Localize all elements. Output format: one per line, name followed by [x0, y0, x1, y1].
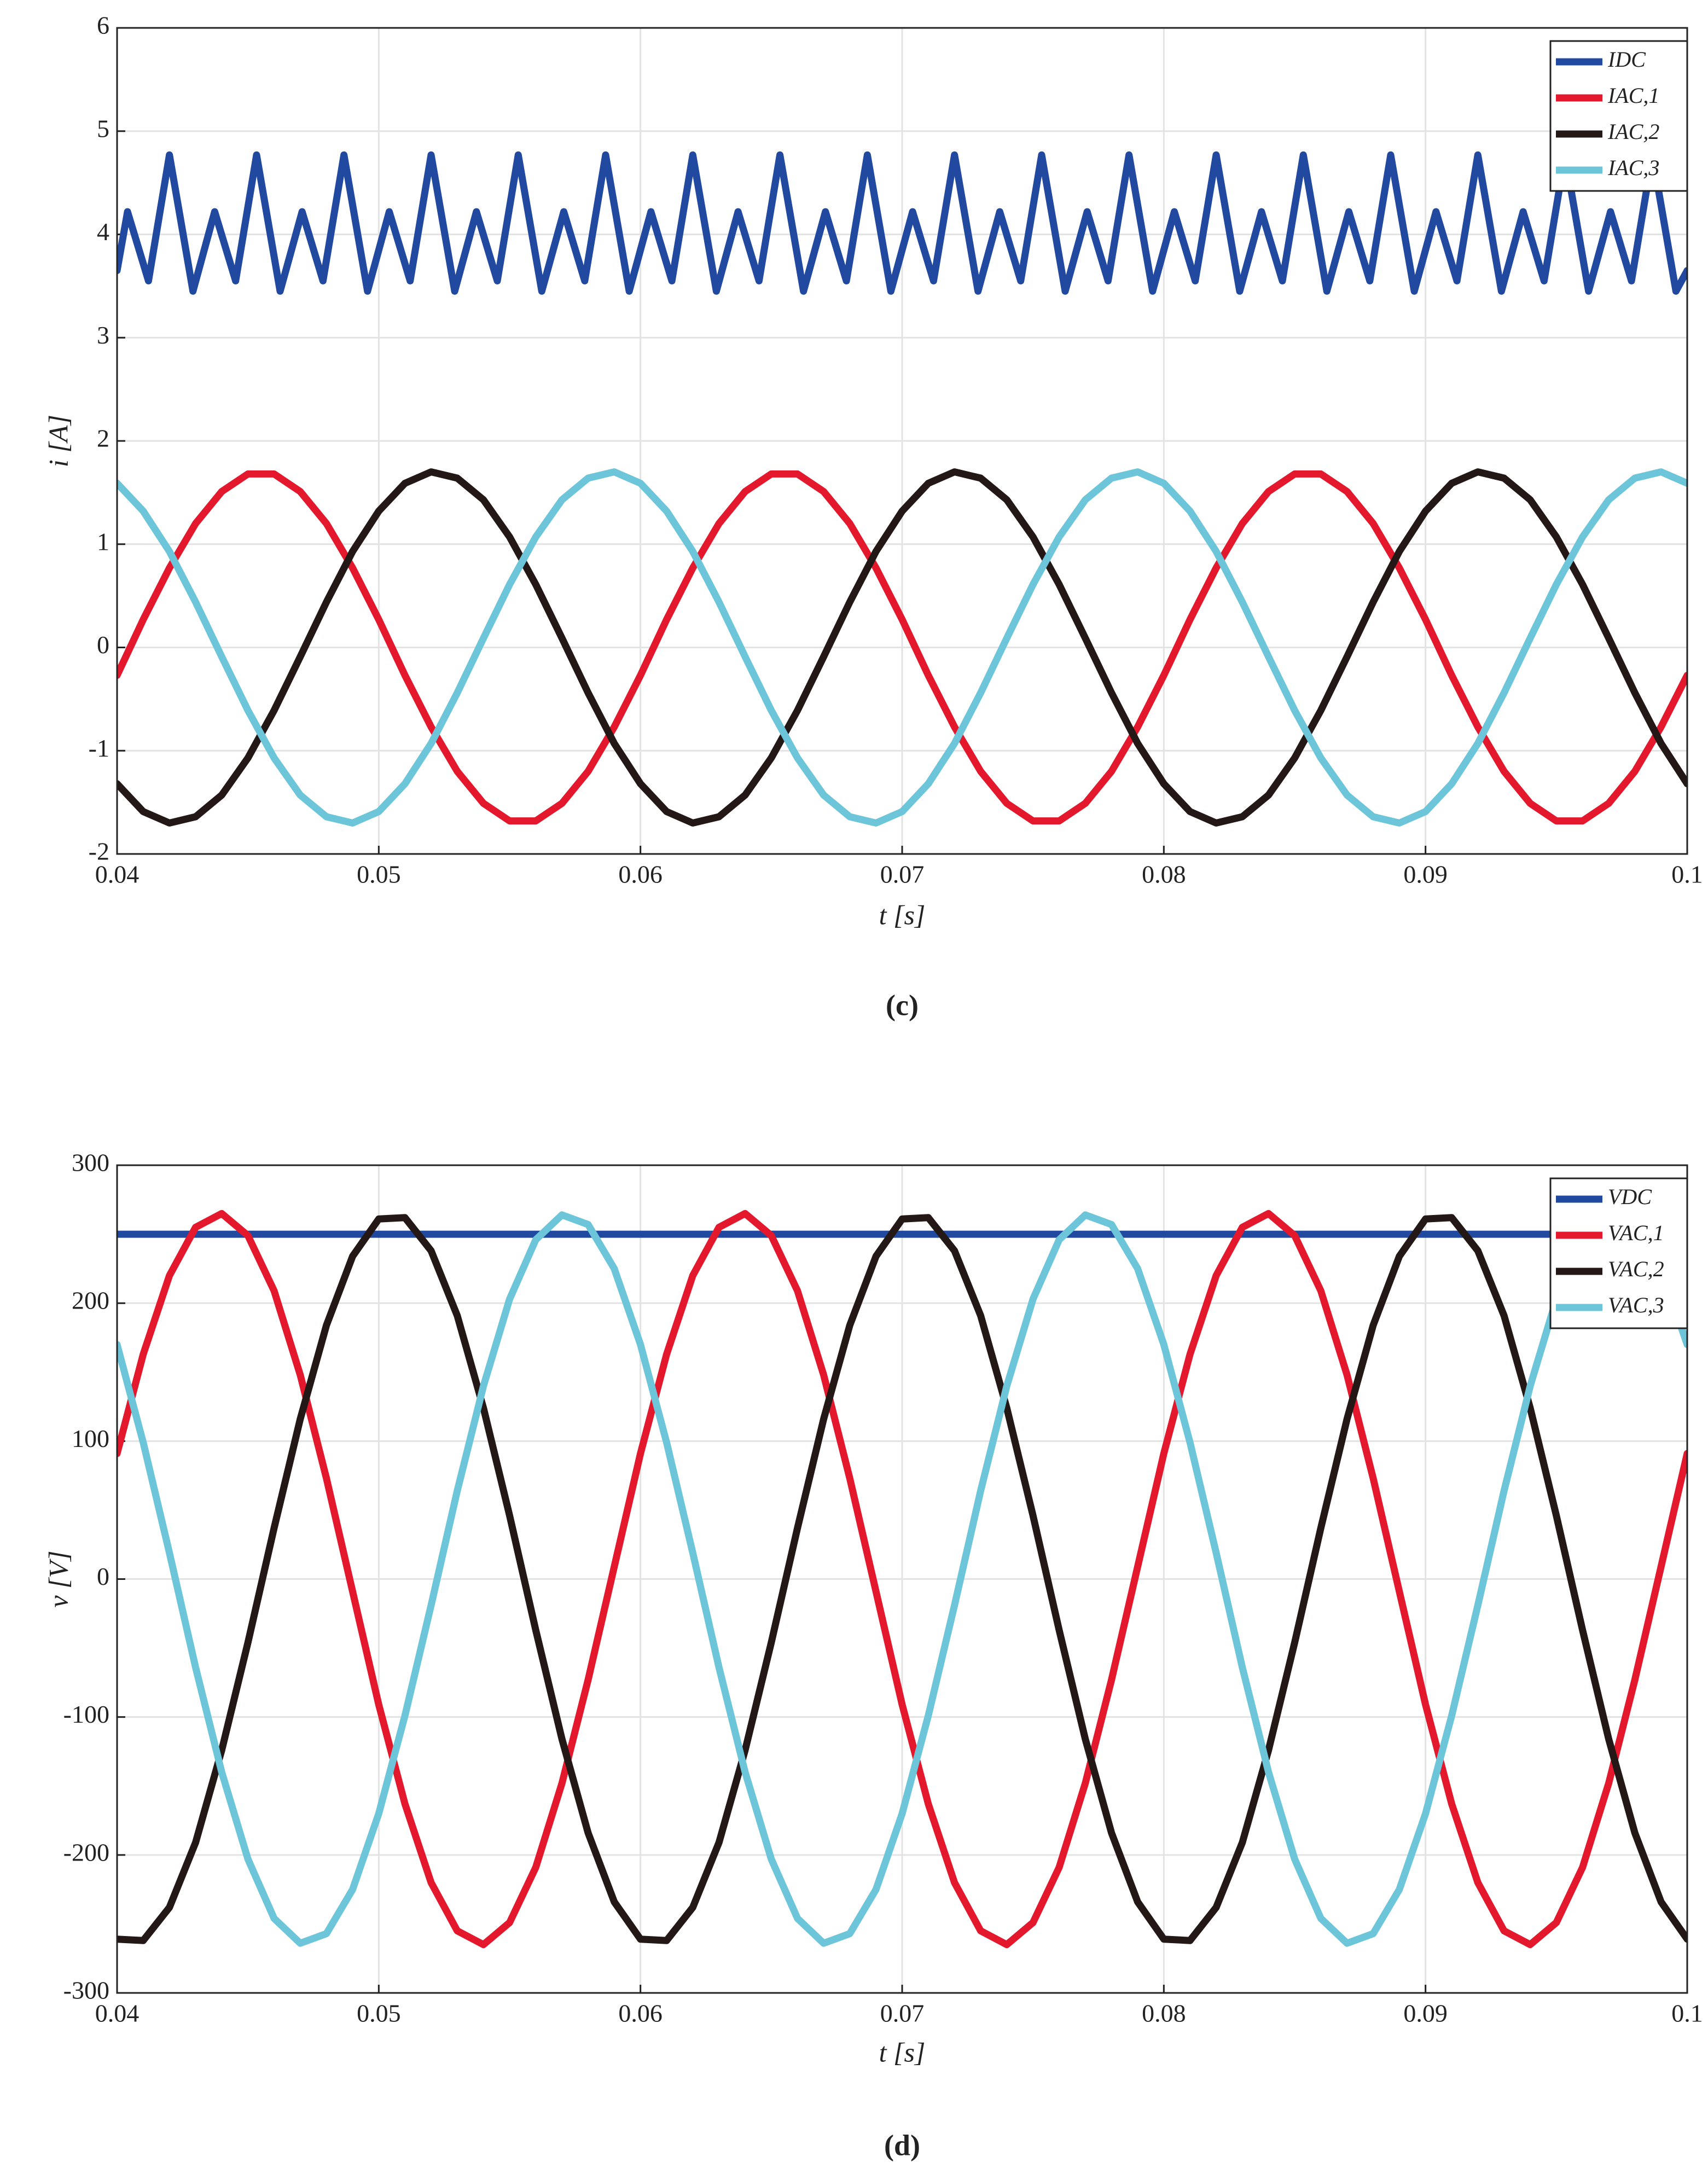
y-tick-label: 100 [72, 1425, 109, 1452]
axes-box [116, 1164, 1688, 1994]
legend-box [1549, 1177, 1688, 1329]
legend-label: VDC [1608, 1184, 1652, 1209]
x-tick-label: 0.07 [880, 861, 925, 888]
x-tick-label: 0.04 [95, 1999, 140, 2027]
caption: (c) [886, 989, 919, 1021]
y-tick-label: 300 [72, 1149, 109, 1177]
x-axis-label: t [s] [879, 2037, 926, 2067]
x-tick-label: 0.08 [1142, 861, 1186, 888]
legend-label: IAC,2 [1607, 119, 1659, 144]
y-axis-label: i [A] [43, 415, 73, 467]
plot-lines [117, 151, 1687, 827]
y-tick-label: -2 [89, 838, 109, 865]
x-tick-label: 0.1 [1671, 1999, 1703, 2027]
y-tick-label: 2 [97, 425, 109, 452]
x-tick-label: 0.04 [95, 861, 140, 888]
x-tick-label: 0.08 [1142, 1999, 1186, 2027]
legend-label: VAC,3 [1608, 1293, 1664, 1317]
y-tick-label: 200 [72, 1287, 109, 1315]
y-tick-label: -100 [63, 1700, 109, 1728]
y-tick-label: 1 [97, 527, 109, 555]
y-axis-label: v [V] [43, 1550, 73, 1607]
y-tick-label: 3 [97, 321, 109, 349]
x-tick-label: 0.1 [1671, 861, 1703, 888]
axes-box [116, 27, 1688, 855]
x-tick-label: 0.07 [880, 1999, 925, 2027]
y-tick-label: 0 [97, 1562, 109, 1590]
x-tick-label: 0.06 [618, 1999, 663, 2027]
data-line [117, 468, 1687, 827]
x-tick-label: 0.09 [1403, 861, 1448, 888]
data-line [117, 1211, 1687, 1947]
y-tick-label: -200 [63, 1838, 109, 1866]
plot-lines [117, 1210, 1687, 1949]
legend-label: IAC,3 [1607, 155, 1659, 180]
y-tick-label: 0 [97, 631, 109, 659]
x-tick-label: 0.06 [618, 861, 663, 888]
data-line [117, 468, 1687, 827]
legend-box [1549, 40, 1688, 192]
y-tick-label: -300 [63, 1977, 109, 2004]
y-tick-label: 4 [97, 218, 109, 246]
legend-label: IAC,1 [1607, 83, 1659, 108]
data-line [117, 1214, 1687, 1944]
x-axis-label: t [s] [879, 899, 926, 930]
y-tick-label: 5 [97, 114, 109, 142]
y-tick-label: 6 [97, 11, 109, 39]
caption: (d) [884, 2129, 920, 2161]
data-line [117, 470, 1687, 825]
chart: 0.04 0.05 0.06 0.07 0.08 0.09 0.1 -2 -1 0 1 2 3 4 5 6 t … [43, 11, 1703, 1022]
data-line [117, 151, 1687, 295]
x-tick-label: 0.09 [1403, 1999, 1448, 2027]
legend: VDC VAC,1 VAC,2 VAC,3 [1549, 1177, 1688, 1329]
legend-label: VAC,2 [1608, 1257, 1664, 1281]
data-line [117, 1210, 1687, 1949]
x-tick-label: 0.05 [357, 861, 401, 888]
legend-label: IDC [1607, 47, 1646, 72]
legend: IDC IAC,1 IAC,2 IAC,3 [1549, 40, 1688, 192]
legend-label: VAC,1 [1608, 1220, 1664, 1245]
chart: 0.04 0.05 0.06 0.07 0.08 0.09 0.1 -300 -200 -100 0… [43, 1149, 1703, 2162]
y-tick-label: -1 [89, 734, 109, 762]
x-tick-label: 0.05 [357, 1999, 401, 2027]
